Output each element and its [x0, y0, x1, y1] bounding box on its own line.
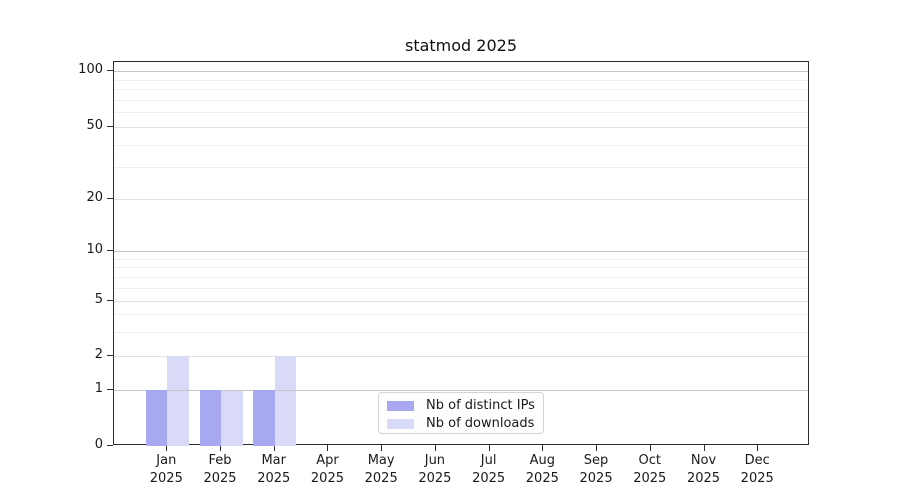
bar-nb-of-downloads-feb — [221, 390, 243, 446]
x-tick-apr — [327, 445, 329, 451]
x-tick-may — [381, 445, 383, 451]
x-label-year: 2025 — [364, 470, 398, 486]
x-tick-label-sep: Sep 2025 — [556, 452, 636, 487]
x-label-year: 2025 — [257, 470, 291, 486]
y-tick-10 — [107, 250, 113, 251]
y-tick-0 — [107, 445, 113, 446]
x-tick-dec — [757, 445, 759, 451]
legend-label-downloads: Nb of downloads — [426, 416, 535, 431]
x-label-year: 2025 — [149, 470, 183, 486]
x-tick-label-dec: Dec 2025 — [717, 452, 797, 487]
gridline-2 — [114, 356, 808, 357]
x-tick-label-jul: Jul 2025 — [449, 452, 529, 487]
y-tick-label-10: 10 — [86, 242, 103, 257]
gridline-minor-60 — [114, 112, 808, 114]
x-tick-label-mar: Mar 2025 — [234, 452, 314, 487]
legend-entry-distinct-ips: Nb of distinct IPs — [387, 398, 543, 413]
gridline-minor-3 — [114, 331, 808, 333]
y-tick-label-5: 5 — [94, 292, 103, 307]
legend-label-distinct-ips: Nb of distinct IPs — [426, 398, 535, 413]
x-label-year: 2025 — [472, 470, 506, 486]
plot-area — [113, 61, 809, 446]
x-label-month: May — [367, 453, 395, 468]
x-label-month: Feb — [208, 453, 232, 468]
x-label-month: Apr — [316, 453, 339, 468]
y-tick-5 — [107, 300, 113, 301]
gridline-minor-9 — [114, 258, 808, 260]
x-tick-nov — [703, 445, 705, 451]
x-tick-feb — [220, 445, 222, 451]
x-label-month: Jun — [424, 453, 446, 468]
x-tick-label-feb: Feb 2025 — [180, 452, 260, 487]
x-label-year: 2025 — [310, 470, 344, 486]
gridline-minor-90 — [114, 79, 808, 81]
y-tick-label-0: 0 — [94, 437, 103, 452]
x-label-year: 2025 — [740, 470, 774, 486]
x-tick-label-oct: Oct 2025 — [610, 452, 690, 487]
bar-nb-of-distinct-ips-jan — [145, 390, 168, 446]
x-label-year: 2025 — [686, 470, 721, 486]
x-label-month: Mar — [261, 453, 286, 468]
y-tick-2 — [107, 355, 113, 356]
y-tick-label-50: 50 — [86, 118, 103, 133]
x-label-month: Sep — [583, 453, 609, 468]
x-tick-label-aug: Aug 2025 — [502, 452, 582, 487]
gridline-minor-30 — [114, 167, 808, 169]
gridline-minor-70 — [114, 99, 808, 101]
y-tick-100 — [107, 70, 113, 71]
x-tick-label-jun: Jun 2025 — [395, 452, 475, 487]
y-tick-50 — [107, 126, 113, 127]
x-tick-oct — [649, 445, 651, 451]
y-tick-20 — [107, 198, 113, 199]
gridline-20 — [114, 199, 808, 200]
x-label-year: 2025 — [203, 470, 237, 486]
x-label-month: Dec — [744, 453, 770, 468]
gridline-major-100 — [114, 71, 808, 72]
x-tick-mar — [273, 445, 275, 451]
x-label-month: Jul — [480, 453, 497, 468]
y-tick-label-20: 20 — [86, 190, 103, 205]
gridline-minor-8 — [114, 267, 808, 269]
x-label-year: 2025 — [418, 470, 452, 486]
x-tick-aug — [542, 445, 544, 451]
gridline-minor-40 — [114, 144, 808, 146]
x-tick-jul — [488, 445, 490, 451]
bar-nb-of-downloads-mar — [274, 356, 297, 446]
bar-nb-of-distinct-ips-mar — [253, 390, 275, 446]
legend-swatch-distinct-ips — [387, 400, 414, 411]
bar-nb-of-downloads-jan — [167, 356, 189, 446]
x-label-month: Jan — [156, 453, 177, 468]
x-label-year: 2025 — [579, 470, 613, 486]
gridline-5 — [114, 301, 808, 302]
gridline-minor-7 — [114, 276, 808, 278]
gridline-50 — [114, 127, 808, 128]
y-tick-label-2: 2 — [94, 347, 103, 362]
y-tick-1 — [107, 389, 113, 390]
gridline-major-10 — [114, 251, 808, 252]
gridline-minor-4 — [114, 314, 808, 316]
x-tick-jun — [434, 445, 436, 451]
x-tick-jan — [166, 445, 168, 451]
x-tick-sep — [596, 445, 598, 451]
gridline-minor-6 — [114, 287, 808, 289]
chart-title: statmod 2025 — [404, 36, 518, 55]
x-label-year: 2025 — [633, 470, 667, 486]
y-tick-label-100: 100 — [78, 62, 103, 77]
bar-nb-of-distinct-ips-feb — [199, 390, 222, 446]
x-tick-label-jan: Jan 2025 — [126, 452, 206, 487]
gridline-major-1 — [114, 390, 808, 391]
x-tick-label-may: May 2025 — [341, 452, 421, 487]
x-tick-label-nov: Nov 2025 — [664, 452, 744, 487]
x-tick-label-apr: Apr 2025 — [287, 452, 367, 487]
legend: Nb of distinct IPs Nb of downloads — [378, 392, 544, 434]
x-label-month: Aug — [529, 453, 556, 468]
x-label-month: Oct — [638, 453, 661, 468]
x-label-year: 2025 — [525, 470, 559, 486]
gridline-minor-80 — [114, 89, 808, 91]
x-label-month: Nov — [690, 453, 717, 468]
y-tick-label-1: 1 — [94, 381, 103, 396]
legend-swatch-downloads — [387, 418, 414, 429]
legend-entry-downloads: Nb of downloads — [387, 416, 543, 431]
